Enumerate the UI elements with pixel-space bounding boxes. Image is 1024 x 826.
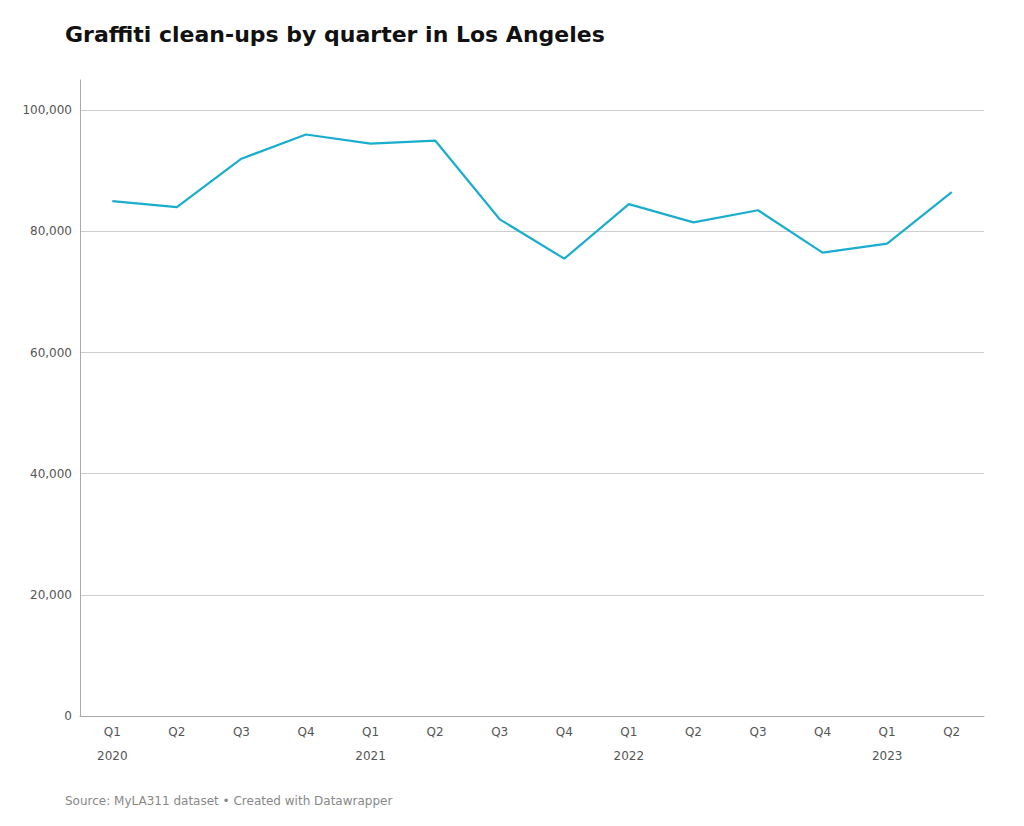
- svg-text:100,000: 100,000: [22, 103, 72, 117]
- svg-text:Q3: Q3: [491, 725, 508, 739]
- svg-text:60,000: 60,000: [30, 346, 72, 360]
- svg-text:80,000: 80,000: [30, 224, 72, 238]
- svg-text:2022: 2022: [614, 749, 645, 763]
- svg-text:2021: 2021: [355, 749, 386, 763]
- svg-text:Source: MyLA311 dataset • Crea: Source: MyLA311 dataset • Created with D…: [65, 794, 392, 808]
- svg-text:20,000: 20,000: [30, 588, 72, 602]
- svg-text:Q1: Q1: [620, 725, 637, 739]
- svg-text:Q3: Q3: [749, 725, 766, 739]
- svg-text:Q3: Q3: [233, 725, 250, 739]
- svg-text:Q2: Q2: [685, 725, 702, 739]
- svg-text:Q4: Q4: [297, 725, 314, 739]
- svg-text:Q1: Q1: [879, 725, 896, 739]
- svg-text:Q4: Q4: [814, 725, 831, 739]
- svg-text:Q1: Q1: [104, 725, 121, 739]
- svg-text:40,000: 40,000: [30, 467, 72, 481]
- svg-text:Q2: Q2: [427, 725, 444, 739]
- svg-text:Q2: Q2: [943, 725, 960, 739]
- svg-text:Graffiti clean-ups by quarter: Graffiti clean-ups by quarter in Los Ang…: [65, 22, 605, 47]
- svg-text:2020: 2020: [97, 749, 128, 763]
- svg-text:Q2: Q2: [168, 725, 185, 739]
- svg-text:0: 0: [64, 709, 72, 723]
- svg-text:Q4: Q4: [556, 725, 573, 739]
- svg-text:2023: 2023: [872, 749, 903, 763]
- svg-text:Q1: Q1: [362, 725, 379, 739]
